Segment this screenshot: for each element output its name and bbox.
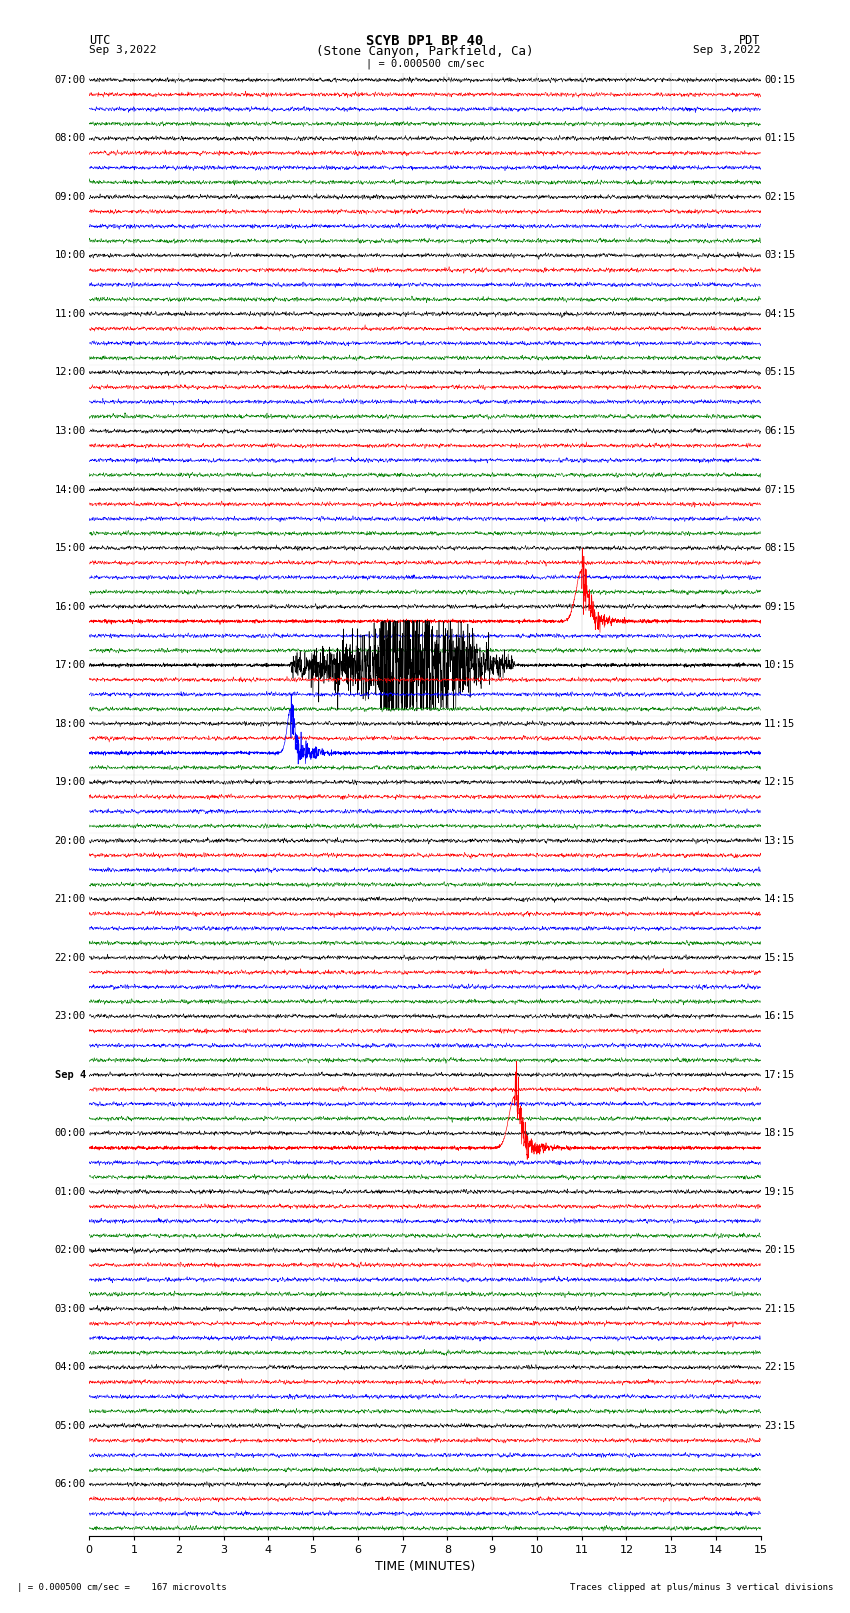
Text: (Stone Canyon, Parkfield, Ca): (Stone Canyon, Parkfield, Ca) — [316, 45, 534, 58]
Text: 13:00: 13:00 — [54, 426, 86, 436]
Text: 00:00: 00:00 — [54, 1127, 86, 1139]
Text: | = 0.000500 cm/sec: | = 0.000500 cm/sec — [366, 58, 484, 69]
Text: 19:00: 19:00 — [54, 777, 86, 787]
Text: 05:00: 05:00 — [54, 1421, 86, 1431]
Text: 04:00: 04:00 — [54, 1363, 86, 1373]
Text: 13:15: 13:15 — [764, 836, 796, 845]
Text: 08:15: 08:15 — [764, 544, 796, 553]
Text: 17:00: 17:00 — [54, 660, 86, 669]
Text: 10:15: 10:15 — [764, 660, 796, 669]
Text: 01:15: 01:15 — [764, 134, 796, 144]
Text: PDT: PDT — [740, 34, 761, 47]
Text: 18:00: 18:00 — [54, 719, 86, 729]
Text: Traces clipped at plus/minus 3 vertical divisions: Traces clipped at plus/minus 3 vertical … — [570, 1582, 833, 1592]
Text: 19:15: 19:15 — [764, 1187, 796, 1197]
Text: 15:00: 15:00 — [54, 544, 86, 553]
Text: 20:00: 20:00 — [54, 836, 86, 845]
Text: Sep 4: Sep 4 — [54, 1069, 86, 1079]
Text: 12:15: 12:15 — [764, 777, 796, 787]
Text: 21:00: 21:00 — [54, 894, 86, 905]
Text: 23:15: 23:15 — [764, 1421, 796, 1431]
Text: 23:00: 23:00 — [54, 1011, 86, 1021]
Text: 09:00: 09:00 — [54, 192, 86, 202]
Text: 16:00: 16:00 — [54, 602, 86, 611]
Text: Sep 3,2022: Sep 3,2022 — [694, 45, 761, 55]
Text: 03:15: 03:15 — [764, 250, 796, 260]
Text: | = 0.000500 cm/sec =    167 microvolts: | = 0.000500 cm/sec = 167 microvolts — [17, 1582, 227, 1592]
Text: UTC: UTC — [89, 34, 110, 47]
Text: 07:15: 07:15 — [764, 484, 796, 495]
Text: 06:00: 06:00 — [54, 1479, 86, 1489]
Text: 15:15: 15:15 — [764, 953, 796, 963]
Text: 04:15: 04:15 — [764, 310, 796, 319]
Text: 22:00: 22:00 — [54, 953, 86, 963]
Text: 11:00: 11:00 — [54, 310, 86, 319]
Text: 03:00: 03:00 — [54, 1303, 86, 1315]
Text: 01:00: 01:00 — [54, 1187, 86, 1197]
Text: 21:15: 21:15 — [764, 1303, 796, 1315]
Text: 08:00: 08:00 — [54, 134, 86, 144]
Text: 16:15: 16:15 — [764, 1011, 796, 1021]
Text: 05:15: 05:15 — [764, 368, 796, 377]
Text: 02:00: 02:00 — [54, 1245, 86, 1255]
Text: 07:00: 07:00 — [54, 74, 86, 85]
Text: 11:15: 11:15 — [764, 719, 796, 729]
Text: 09:15: 09:15 — [764, 602, 796, 611]
Text: 14:15: 14:15 — [764, 894, 796, 905]
Text: 10:00: 10:00 — [54, 250, 86, 260]
Text: 00:15: 00:15 — [764, 74, 796, 85]
Text: 14:00: 14:00 — [54, 484, 86, 495]
Text: 18:15: 18:15 — [764, 1127, 796, 1139]
Text: 20:15: 20:15 — [764, 1245, 796, 1255]
Text: 02:15: 02:15 — [764, 192, 796, 202]
Text: 12:00: 12:00 — [54, 368, 86, 377]
Text: 06:15: 06:15 — [764, 426, 796, 436]
Text: Sep 3,2022: Sep 3,2022 — [89, 45, 156, 55]
Text: 22:15: 22:15 — [764, 1363, 796, 1373]
Text: SCYB DP1 BP 40: SCYB DP1 BP 40 — [366, 34, 484, 48]
Text: 17:15: 17:15 — [764, 1069, 796, 1079]
X-axis label: TIME (MINUTES): TIME (MINUTES) — [375, 1560, 475, 1573]
